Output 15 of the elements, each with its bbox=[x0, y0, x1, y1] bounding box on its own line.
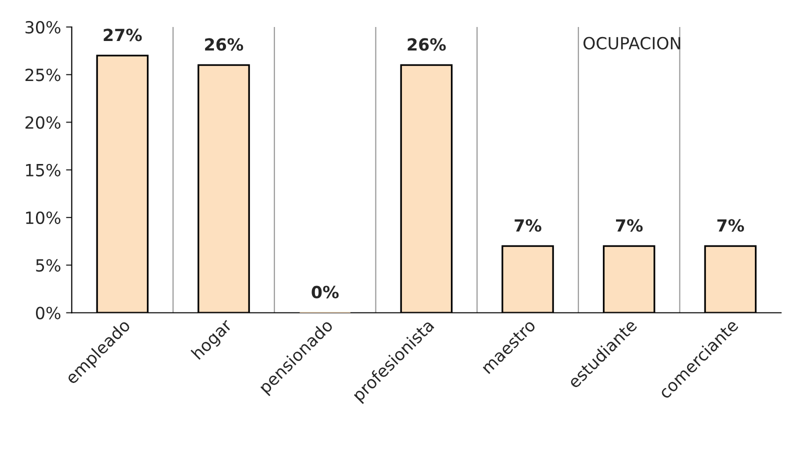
y-tick-label: 15% bbox=[26, 164, 60, 176]
chart-title: OCUPACION bbox=[583, 36, 680, 50]
data-label: 26% bbox=[408, 38, 446, 51]
y-tick-label: 30% bbox=[26, 20, 60, 34]
data-label: 7% bbox=[616, 219, 643, 232]
data-label: 26% bbox=[205, 38, 244, 51]
y-tick-label: 10% bbox=[26, 211, 60, 224]
y-tick-label: 0% bbox=[36, 306, 60, 320]
y-tick-label: 25% bbox=[25, 68, 60, 82]
data-label: 7% bbox=[514, 219, 542, 232]
data-label: 0% bbox=[312, 286, 339, 298]
data-label: 27% bbox=[104, 28, 142, 42]
y-tick-label: 20% bbox=[25, 116, 60, 129]
y-tick-label: 5% bbox=[36, 259, 60, 272]
data-label: 7% bbox=[717, 219, 744, 232]
